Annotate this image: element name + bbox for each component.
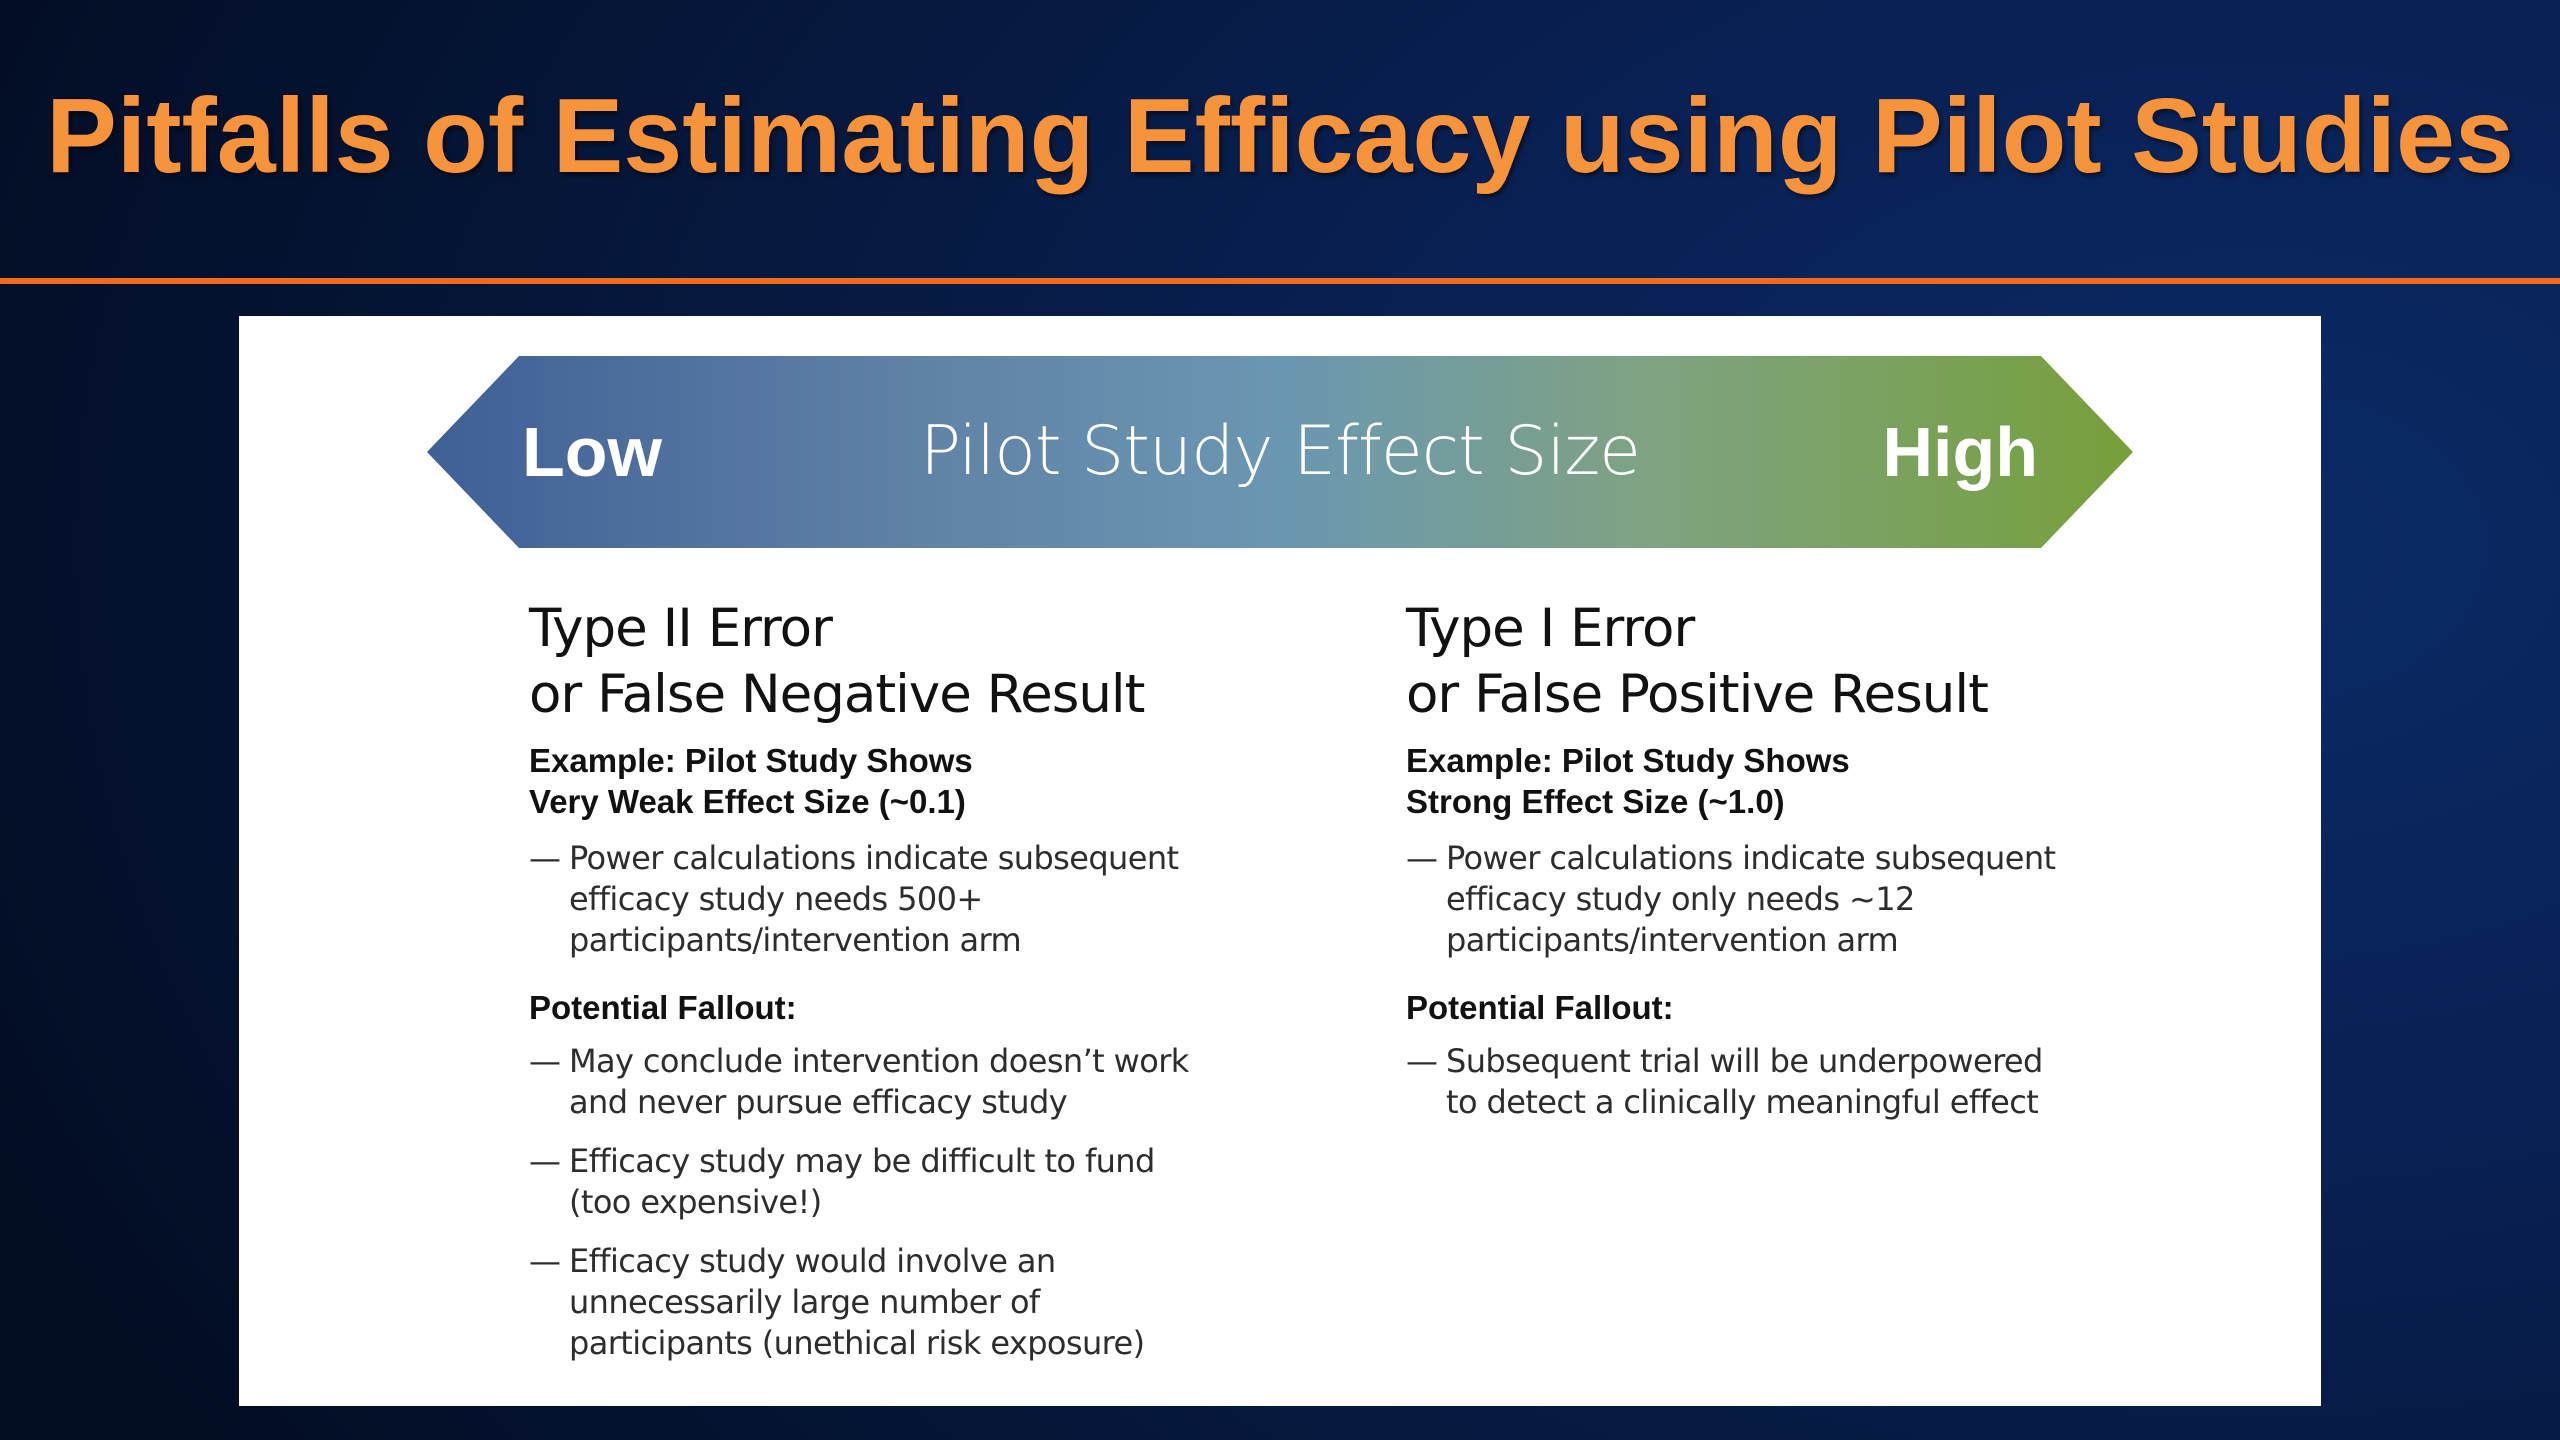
list-item: — Efficacy study may be difficult to fun… [529,1142,1155,1221]
dash-bullet: — [529,839,561,877]
column-heading: Type I Error or False Positive Result [1406,598,1989,725]
fallout-label: Potential Fallout: [529,989,797,1026]
type-ii-error-column: Type II Error or False Negative Result E… [529,596,1229,1364]
example-label: Example: Pilot Study Shows Very Weak Eff… [529,742,973,820]
double-headed-arrow-shape [427,356,2133,548]
example-label: Example: Pilot Study Shows Strong Effect… [1406,742,1850,820]
fallout-label: Potential Fallout: [1406,989,1674,1026]
dash-bullet: — [1406,839,1438,877]
title-divider [0,278,2560,284]
arrow-high-label: High [1882,413,2038,491]
example-bullet-list: — Power calculations indicate subsequent… [529,838,1229,961]
list-item: — Subsequent trial will be underpowered … [1406,1042,2043,1121]
dash-bullet: — [529,1042,561,1080]
dash-bullet: — [529,1142,561,1180]
list-item: — Power calculations indicate subsequent… [1406,839,2056,959]
dash-bullet: — [529,1242,561,1280]
arrow-low-label: Low [522,413,662,491]
example-bullet-list: — Power calculations indicate subsequent… [1406,838,2106,961]
list-item: — Efficacy study would involve an unnece… [529,1242,1145,1362]
list-item: — May conclude intervention doesn’t work… [529,1042,1189,1121]
column-heading: Type II Error or False Negative Result [529,598,1145,725]
slide-title: Pitfalls of Estimating Efficacy using Pi… [46,77,2514,195]
fallout-list: — May conclude intervention doesn’t work… [529,1041,1229,1364]
effect-size-arrow: Low Pilot Study Effect Size High [427,356,2133,548]
type-i-error-column: Type I Error or False Positive Result Ex… [1406,596,2106,1123]
list-item: — Power calculations indicate subsequent… [529,839,1179,959]
arrow-center-label: Pilot Study Effect Size [919,412,1641,491]
dash-bullet: — [1406,1042,1438,1080]
fallout-list: — Subsequent trial will be underpowered … [1406,1041,2106,1123]
